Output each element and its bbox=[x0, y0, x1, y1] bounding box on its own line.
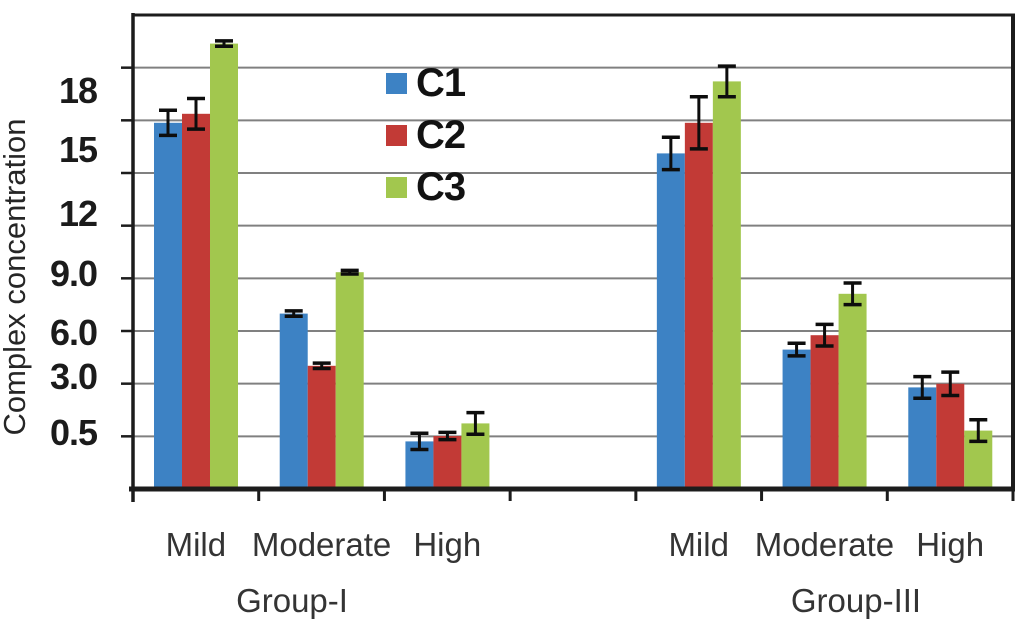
bar-Group-III-Moderate-C2 bbox=[810, 335, 839, 489]
bar-Group-III-High-C2 bbox=[936, 383, 965, 489]
y-tick-label: 12 bbox=[58, 193, 98, 234]
x-category-label: High bbox=[413, 526, 482, 563]
legend-label: C3 bbox=[416, 165, 466, 209]
legend-item-C2: C2 bbox=[386, 113, 466, 157]
legend-item-C3: C3 bbox=[386, 165, 466, 209]
bar-Group-III-Mild-C1 bbox=[656, 153, 685, 489]
y-tick-label: 6.0 bbox=[49, 312, 98, 353]
group-label-group-3: Group-III bbox=[790, 582, 922, 619]
bar-Group-I-Mild-C1 bbox=[154, 122, 182, 490]
y-tick-label: 0.5 bbox=[49, 412, 98, 453]
y-tick-label: 15 bbox=[58, 129, 98, 170]
chart-legend: C1 C2 C3 bbox=[386, 61, 466, 218]
legend-swatch-icon bbox=[386, 176, 407, 198]
bar-Group-I-Mild-C2 bbox=[182, 113, 210, 490]
bar-Group-I-Moderate-C1 bbox=[279, 313, 308, 489]
legend-item-C1: C1 bbox=[386, 61, 466, 105]
legend-label: C2 bbox=[416, 113, 466, 157]
bar-Group-I-Mild-C3 bbox=[210, 43, 238, 489]
y-tick-label: 9.0 bbox=[49, 253, 98, 294]
bar-Group-III-High-C1 bbox=[908, 387, 937, 489]
legend-label: C1 bbox=[416, 61, 466, 105]
bar-Group-III-Mild-C3 bbox=[712, 81, 741, 490]
bar-Group-III-Moderate-C3 bbox=[838, 293, 867, 489]
x-category-label: High bbox=[916, 526, 985, 563]
legend-swatch-icon bbox=[386, 124, 407, 146]
bar-Group-I-Moderate-C2 bbox=[307, 365, 336, 489]
x-category-label: Mild bbox=[165, 526, 227, 563]
y-tick-label: 18 bbox=[58, 70, 98, 111]
group-label-group-1: Group-I bbox=[236, 582, 348, 619]
bar-Group-III-Mild-C2 bbox=[684, 122, 713, 490]
y-tick-label: 3.0 bbox=[49, 356, 98, 397]
x-category-label: Moderate bbox=[251, 526, 392, 563]
legend-swatch-icon bbox=[386, 72, 407, 94]
bar-Group-I-Moderate-C3 bbox=[335, 272, 364, 489]
x-category-label: Mild bbox=[668, 526, 729, 563]
bar-Group-III-Moderate-C1 bbox=[782, 349, 811, 489]
bar-Group-I-High-C2 bbox=[433, 436, 462, 489]
x-category-label: Moderate bbox=[754, 526, 895, 563]
